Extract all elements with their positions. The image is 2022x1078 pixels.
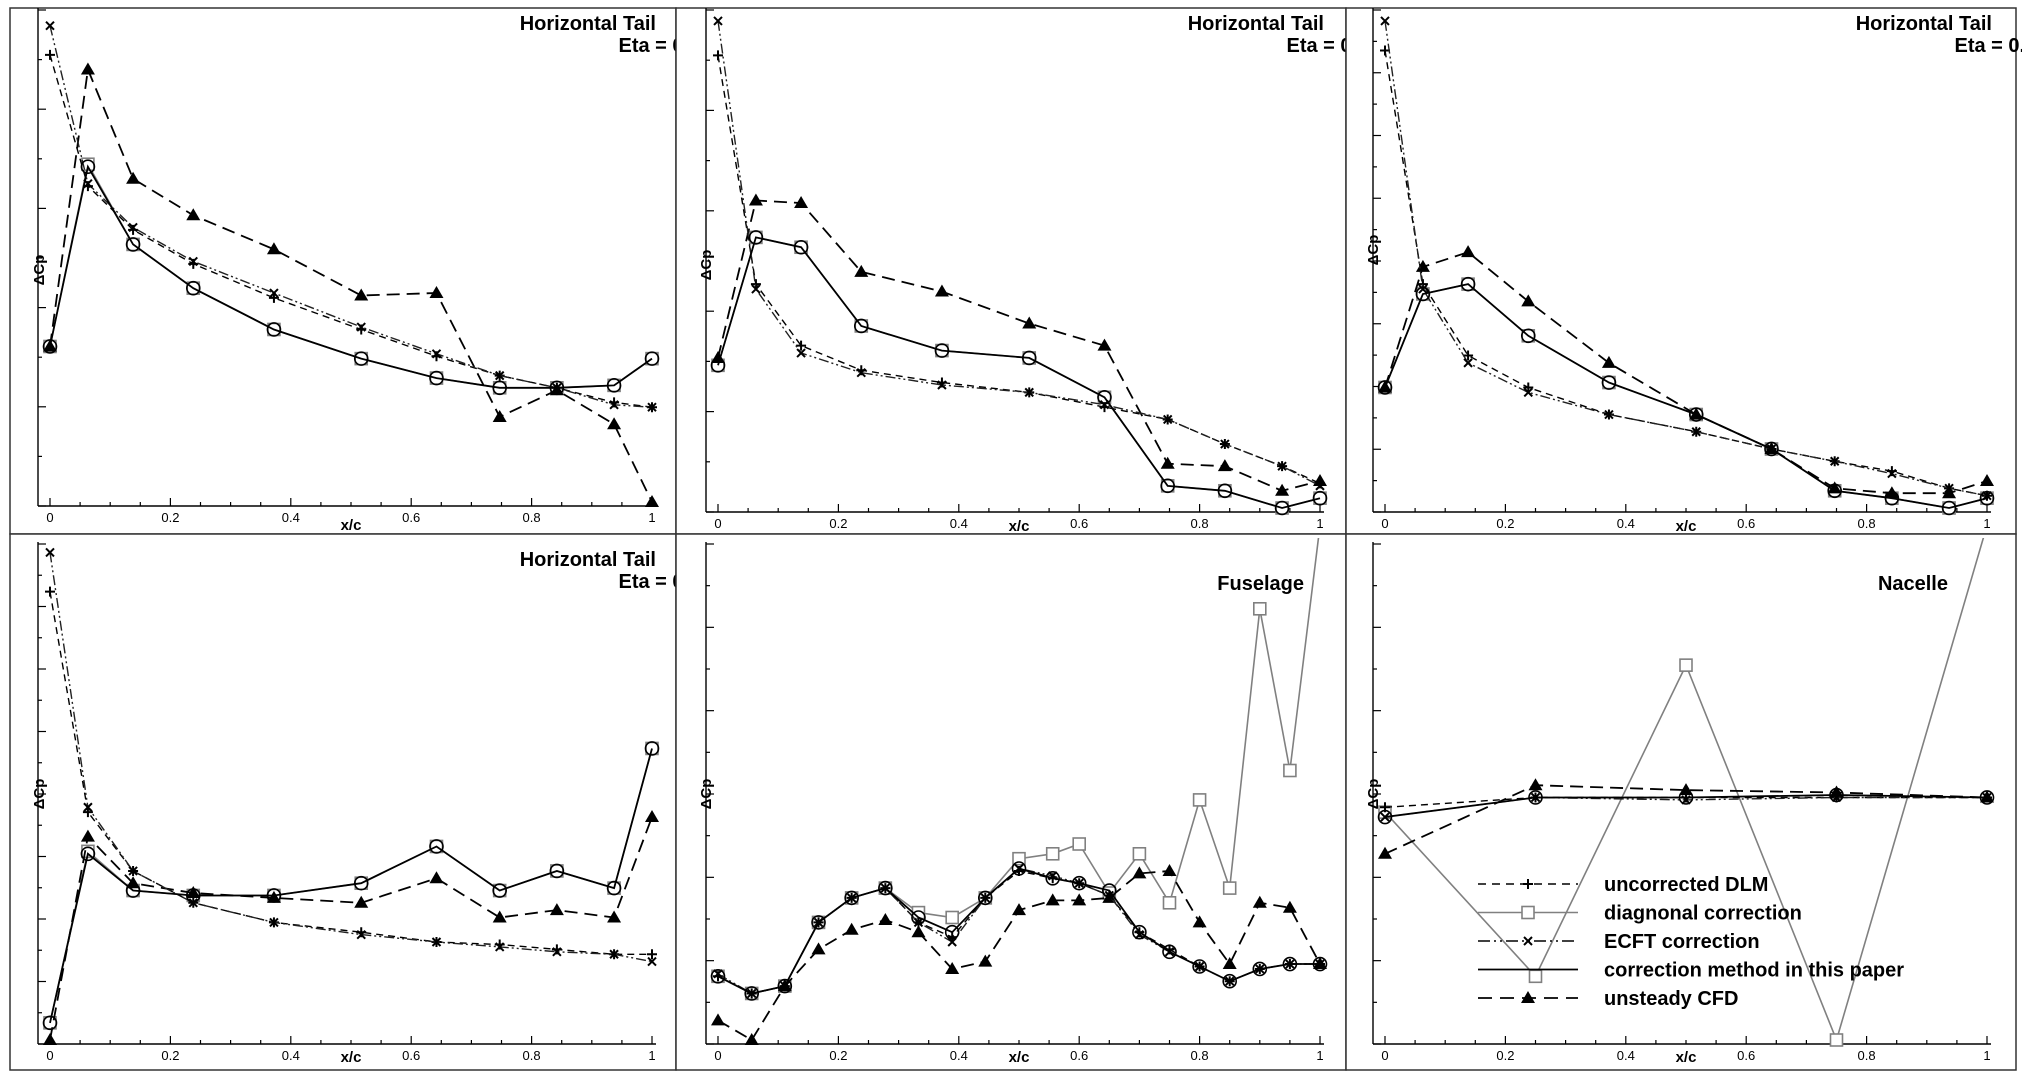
legend-label: correction method in this paper [1604,960,1904,982]
data-point-diagnonal-correction [1133,848,1145,860]
legend-label: ECFT correction [1604,931,1760,953]
y-axis-label: ΔCp [698,779,715,810]
data-point-diagnonal-correction [1164,897,1176,909]
x-tick-label: 0.2 [161,510,179,525]
chart-panel-2: 0 0.2 0.4 0.6 0.8 1x/cΔCpHorizontal TailEta =… [676,8,1389,535]
data-point-diagnonal-correction [1680,659,1692,671]
x-tick-label: 0 [46,1048,53,1063]
panel-frame [676,8,1346,534]
x-tick-label: 0.8 [523,510,541,525]
panel-title: Fuselage [1217,573,1304,595]
x-axis-label: x/c [341,1049,362,1066]
x-tick-label: 0.4 [950,1048,968,1063]
x-tick-label: 0.8 [1858,1048,1876,1063]
x-tick-label: 1 [1983,1048,1990,1063]
x-tick-label: 0.2 [1496,516,1514,531]
y-axis-label: ΔCp [1365,779,1382,810]
x-tick-label: 0 [1381,516,1388,531]
panel-title: Horizontal Tail [520,13,656,35]
x-tick-label: 0.8 [1858,516,1876,531]
x-axis-label: x/c [1676,1049,1697,1066]
panel-frame [676,534,1346,1070]
x-tick-label: 0.2 [829,516,847,531]
data-point-diagnonal-correction [1224,882,1236,894]
x-tick-label: 0.6 [1070,1048,1088,1063]
data-point-diagnonal-correction [1073,838,1085,850]
x-tick-label: 0.8 [1191,516,1209,531]
x-tick-label: 0.2 [1496,1048,1514,1063]
y-axis-label: ΔCp [31,255,48,286]
legend-label: diagnonal correction [1604,903,1802,925]
x-axis-label: x/c [1009,518,1030,535]
data-point-diagnonal-correction [1530,970,1542,982]
panel-title: Horizontal Tail [1856,13,1992,35]
panel-frame [10,534,676,1070]
data-point-diagnonal-correction [1284,765,1296,777]
panel-frame [10,8,676,534]
y-axis-label: ΔCp [1365,235,1382,266]
data-point-diagnonal-correction [1254,603,1266,615]
x-tick-label: 1 [648,1048,655,1063]
x-tick-label: 0 [46,510,53,525]
data-point-diagnonal-correction [1047,848,1059,860]
x-tick-label: 0.4 [950,516,968,531]
x-tick-label: 1 [1316,1048,1323,1063]
x-tick-label: 0.4 [282,510,300,525]
panel-title: Horizontal Tail [520,549,656,571]
x-tick-label: 0.2 [829,1048,847,1063]
x-tick-label: 0.8 [523,1048,541,1063]
panel-title: Nacelle [1878,573,1948,595]
x-tick-label: 0.4 [1617,1048,1635,1063]
x-tick-label: 0.6 [402,1048,420,1063]
x-axis-label: x/c [1676,518,1697,535]
x-tick-label: 0.6 [1737,516,1755,531]
panel-subtitle: Eta = 0.668 [1955,35,2022,57]
x-tick-label: 0 [1381,1048,1388,1063]
x-tick-label: 0.6 [1070,516,1088,531]
x-axis-label: x/c [1009,1049,1030,1066]
x-tick-label: 1 [648,510,655,525]
x-tick-label: 0.2 [161,1048,179,1063]
chart-panel-3: 0 0.2 0.4 0.6 0.8 1 x/c ΔCp Horizontal TailEta =… [1346,8,2022,535]
x-axis-label: x/c [341,517,362,534]
chart-panel-5: 0 0.2 0.4 0.6 0.8 1 x/c ΔCp Fuselage [676,526,1346,1071]
panel-title: Horizontal Tail [1188,13,1324,35]
legend-marker [1522,907,1534,919]
x-tick-label: 0.4 [1617,516,1635,531]
x-tick-label: 0.4 [282,1048,300,1063]
legend-label: uncorrected DLM [1604,874,1768,896]
chart-panel-1: 0 0.2 0.4 0.6 0.8 1x/cΔCpHorizontal TailEta =… [10,8,723,534]
y-axis-label: ΔCp [31,779,48,810]
data-point-diagnonal-correction [1831,1034,1843,1046]
chart-panel-4: 0 0.2 0.4 0.6 0.8 1x/cΔCpHorizontal TailEta =… [10,534,722,1070]
x-tick-label: 0.6 [402,510,420,525]
data-point-diagnonal-correction [946,912,958,924]
x-tick-label: 0 [714,1048,721,1063]
x-tick-label: 0.6 [1737,1048,1755,1063]
x-tick-label: 1 [1983,516,1990,531]
x-tick-label: 0.8 [1191,1048,1209,1063]
legend-label: unsteady CFD [1604,988,1738,1010]
y-axis-label: ΔCp [698,250,715,281]
x-tick-label: 1 [1316,516,1323,531]
panel-frame [1346,8,2016,534]
x-tick-label: 0 [714,516,721,531]
figure: 0 0.2 0.4 0.6 0.8 1x/cΔCpHorizontal TailEta =… [0,0,2022,1078]
data-point-diagnonal-correction [1194,794,1206,806]
